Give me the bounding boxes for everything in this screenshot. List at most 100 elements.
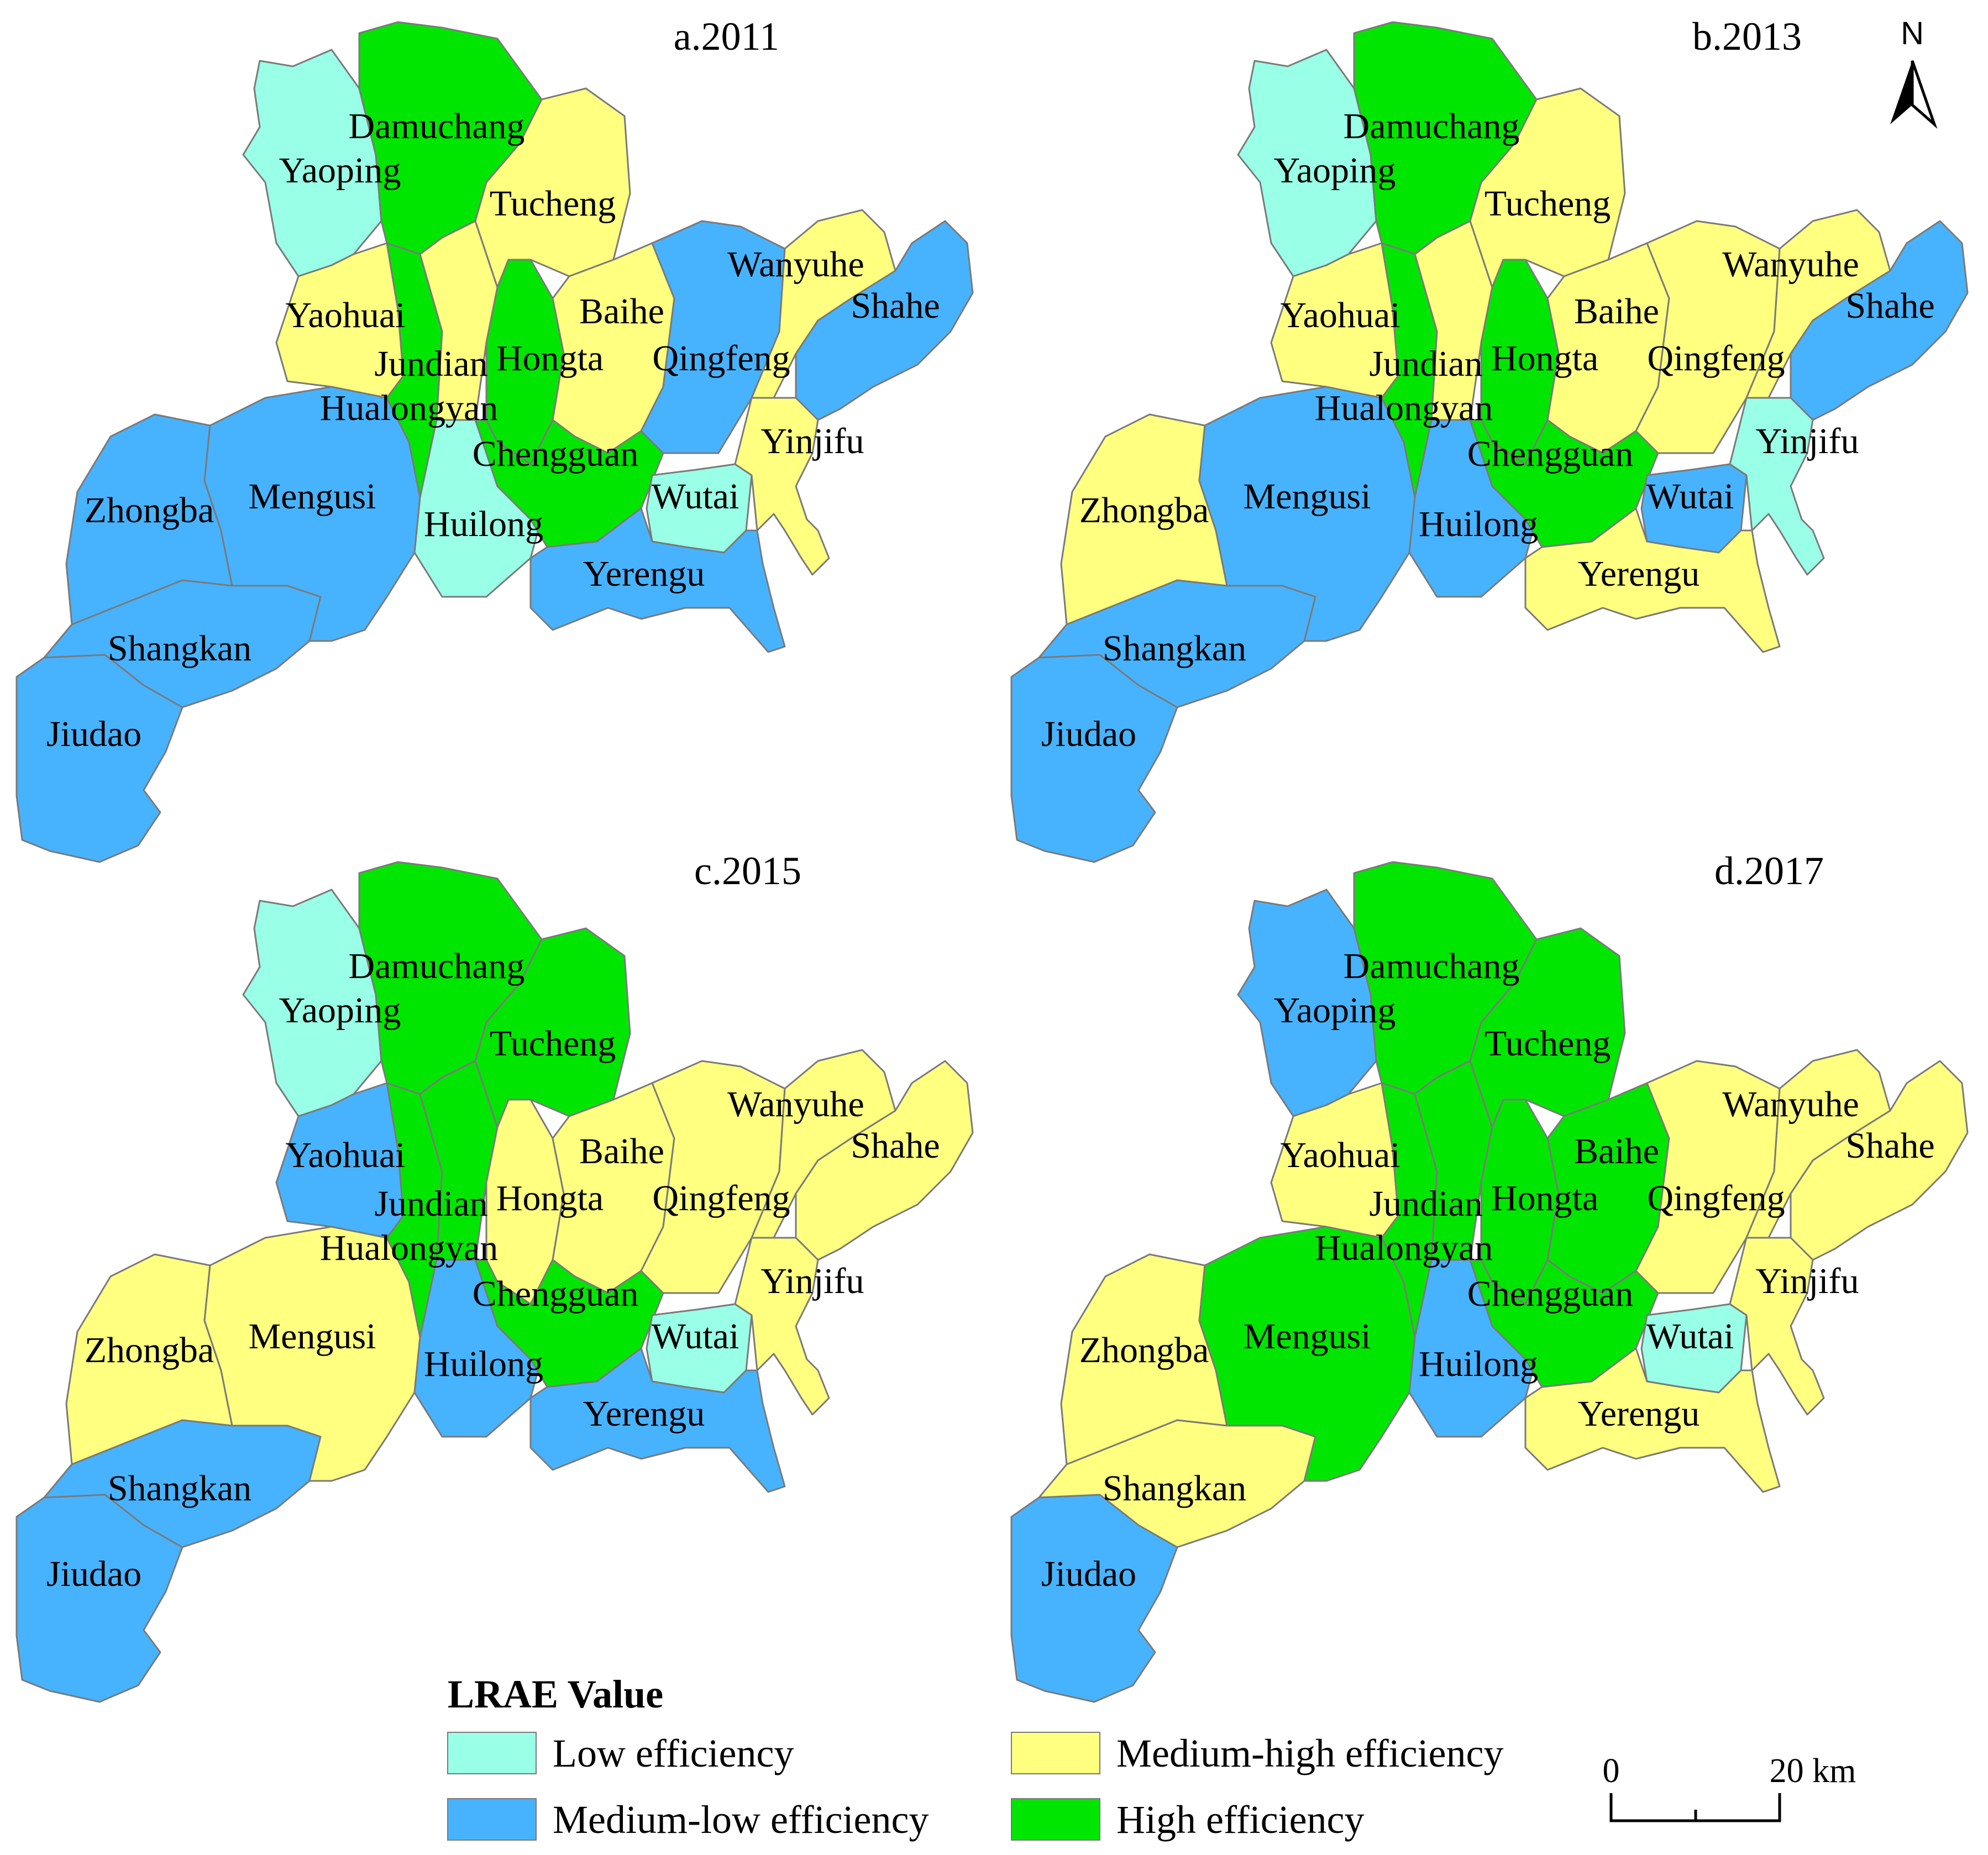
region-label-wutai: Wutai — [652, 1316, 739, 1357]
region-label-wutai: Wutai — [652, 476, 739, 517]
region-label-baihe: Baihe — [579, 1131, 664, 1171]
region-label-wanyuhe: Wanyuhe — [727, 1084, 864, 1124]
region-label-jiudao: Jiudao — [1041, 1554, 1136, 1594]
region-label-jundian: Jundian — [374, 344, 487, 384]
region-polygons — [15, 861, 974, 1703]
region-label-shahe: Shahe — [851, 1126, 940, 1166]
region-label-hualongyan: Hualongyan — [320, 1228, 499, 1268]
region-label-tucheng: Tucheng — [490, 183, 616, 224]
region-label-hualongyan: Hualongyan — [1315, 1228, 1493, 1268]
region-label-hualongyan: Hualongyan — [1315, 388, 1493, 428]
region-yerengu — [529, 507, 786, 653]
region-label-wanyuhe: Wanyuhe — [1722, 244, 1859, 285]
region-label-jiudao: Jiudao — [1041, 714, 1136, 754]
region-yinjifu — [1729, 397, 1825, 576]
map-panel-2013: b.2013 DamuchangYaopingTuchengWanyuheSha… — [1010, 14, 1969, 863]
region-qingfeng — [640, 1060, 786, 1294]
region-label-baihe: Baihe — [579, 291, 664, 332]
region-label-huilong: Huilong — [1419, 504, 1538, 544]
panel-title: d.2017 — [1714, 849, 1824, 893]
region-label-zhongba: Zhongba — [1079, 1330, 1209, 1370]
region-label-jundian: Jundian — [1369, 1184, 1482, 1224]
legend-label-medlow: Medium-low efficiency — [553, 1798, 929, 1842]
region-label-damuchang: Damuchang — [1344, 946, 1520, 986]
region-yinjifu — [734, 397, 830, 576]
region-label-huilong: Huilong — [1419, 1344, 1538, 1384]
region-label-shahe: Shahe — [1845, 1126, 1934, 1166]
region-label-yaohuai: Yaohuai — [1281, 295, 1400, 335]
region-shahe — [795, 220, 974, 421]
north-arrow-icon: N — [1890, 15, 1938, 129]
region-label-tucheng: Tucheng — [1485, 1023, 1611, 1064]
region-label-yaoping: Yaoping — [1274, 150, 1396, 191]
region-shahe — [795, 1060, 974, 1261]
region-label-jundian: Jundian — [374, 1184, 487, 1224]
scale-bar: 0 20 km — [1603, 1752, 1856, 1822]
region-label-qingfeng: Qingfeng — [1647, 338, 1785, 379]
region-label-yinjifu: Yinjifu — [1755, 421, 1859, 461]
region-label-yaoping: Yaoping — [279, 990, 401, 1031]
region-label-yinjifu: Yinjifu — [1755, 1261, 1859, 1301]
legend-swatch-low — [447, 1732, 537, 1774]
region-label-huilong: Huilong — [424, 504, 543, 544]
region-label-baihe: Baihe — [1574, 1131, 1659, 1171]
region-label-mengusi: Mengusi — [1244, 476, 1371, 517]
region-label-huilong: Huilong — [424, 1344, 543, 1384]
region-label-yaohuai: Yaohuai — [1281, 1135, 1400, 1175]
region-label-wanyuhe: Wanyuhe — [1722, 1084, 1859, 1124]
region-label-zhongba: Zhongba — [1079, 490, 1209, 530]
region-label-hongta: Hongta — [496, 338, 604, 379]
legend-swatch-medhigh — [1011, 1732, 1100, 1774]
region-yinjifu — [734, 1237, 830, 1416]
region-label-yaohuai: Yaohuai — [286, 295, 406, 335]
region-label-damuchang: Damuchang — [349, 946, 525, 986]
region-label-qingfeng: Qingfeng — [652, 338, 790, 379]
region-label-mengusi: Mengusi — [249, 476, 376, 517]
map-panel-2015: c.2015 DamuchangYaopingTuchengWanyuheSha… — [15, 849, 974, 1703]
region-label-hongta: Hongta — [1491, 1178, 1598, 1218]
region-label-jiudao: Jiudao — [46, 1554, 141, 1594]
region-yinjifu — [1729, 1237, 1825, 1416]
region-label-damuchang: Damuchang — [349, 106, 525, 146]
region-label-mengusi: Mengusi — [1244, 1316, 1371, 1357]
map-panel-2017: d.2017 DamuchangYaopingTuchengWanyuheSha… — [1010, 849, 1969, 1703]
region-label-shangkan: Shangkan — [1103, 1468, 1246, 1509]
region-label-zhongba: Zhongba — [85, 490, 214, 530]
region-label-yerengu: Yerengu — [583, 554, 705, 594]
region-label-hualongyan: Hualongyan — [320, 388, 499, 428]
region-label-yinjifu: Yinjifu — [760, 421, 864, 461]
region-label-jiudao: Jiudao — [46, 714, 141, 754]
region-label-qingfeng: Qingfeng — [1647, 1178, 1785, 1218]
region-label-mengusi: Mengusi — [249, 1316, 376, 1357]
legend-label-medhigh: Medium-high efficiency — [1116, 1731, 1503, 1775]
region-label-hongta: Hongta — [496, 1178, 604, 1218]
region-label-yerengu: Yerengu — [1578, 554, 1700, 594]
region-label-shangkan: Shangkan — [108, 1468, 251, 1509]
region-label-zhongba: Zhongba — [85, 1330, 214, 1370]
region-label-wutai: Wutai — [1646, 476, 1734, 517]
legend-label-low: Low efficiency — [553, 1731, 794, 1775]
region-label-chengguan: Chengguan — [1467, 434, 1634, 474]
panel-title: a.2011 — [674, 14, 779, 59]
region-label-damuchang: Damuchang — [1344, 106, 1520, 146]
region-label-tucheng: Tucheng — [1485, 183, 1611, 224]
region-polygons — [1010, 21, 1969, 863]
region-label-jundian: Jundian — [1369, 344, 1482, 384]
scale-bar-end-label: 20 km — [1770, 1752, 1856, 1790]
region-label-wutai: Wutai — [1646, 1316, 1734, 1357]
region-label-yaohuai: Yaohuai — [286, 1135, 406, 1175]
region-qingfeng — [640, 220, 786, 454]
region-label-shahe: Shahe — [851, 286, 940, 326]
region-yerengu — [1524, 1347, 1781, 1493]
region-polygons — [1010, 861, 1969, 1703]
region-yerengu — [529, 1347, 786, 1493]
panel-title: b.2013 — [1692, 14, 1802, 59]
map-panel-2011: a.2011 DamuchangYaopingTuchengWanyuheSha… — [15, 14, 974, 863]
legend-title: LRAE Value — [448, 1672, 663, 1716]
region-label-yaoping: Yaoping — [1274, 990, 1396, 1031]
region-qingfeng — [1635, 220, 1781, 454]
